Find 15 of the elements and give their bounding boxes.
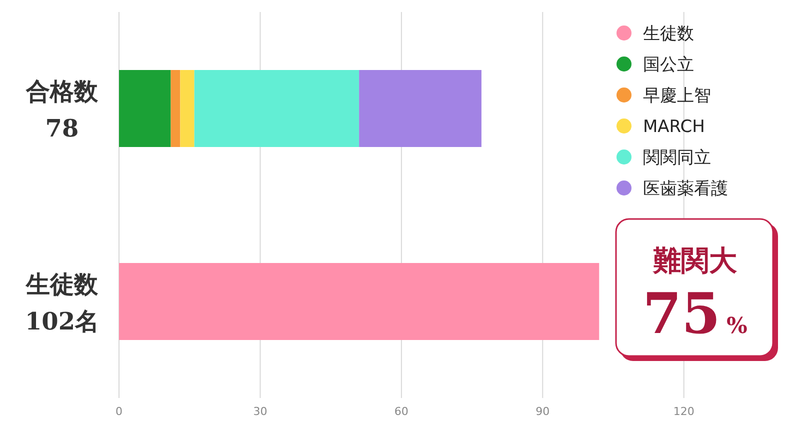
x-tick-label: 120 xyxy=(673,405,694,418)
x-tick-label: 60 xyxy=(394,405,408,418)
annotation: 難関大 xyxy=(652,244,738,277)
x-tick-label: 90 xyxy=(536,405,550,418)
legend-label: 関関同立 xyxy=(643,148,711,168)
annotation: 75% xyxy=(642,281,748,347)
legend-label: 国公立 xyxy=(643,55,694,75)
legend-label: 早慶上智 xyxy=(643,86,711,106)
legend-label: MARCH xyxy=(643,117,705,137)
y-tick-label: 生徒数 102名 xyxy=(24,270,100,336)
x-tick-label: 0 xyxy=(116,405,122,418)
legend-label: 医歯薬看護 xyxy=(643,179,728,199)
x-tick-label: 30 xyxy=(253,405,268,418)
legend-label: 生徒数 xyxy=(643,24,694,44)
y-tick-label: 合格数 78 xyxy=(25,76,99,142)
